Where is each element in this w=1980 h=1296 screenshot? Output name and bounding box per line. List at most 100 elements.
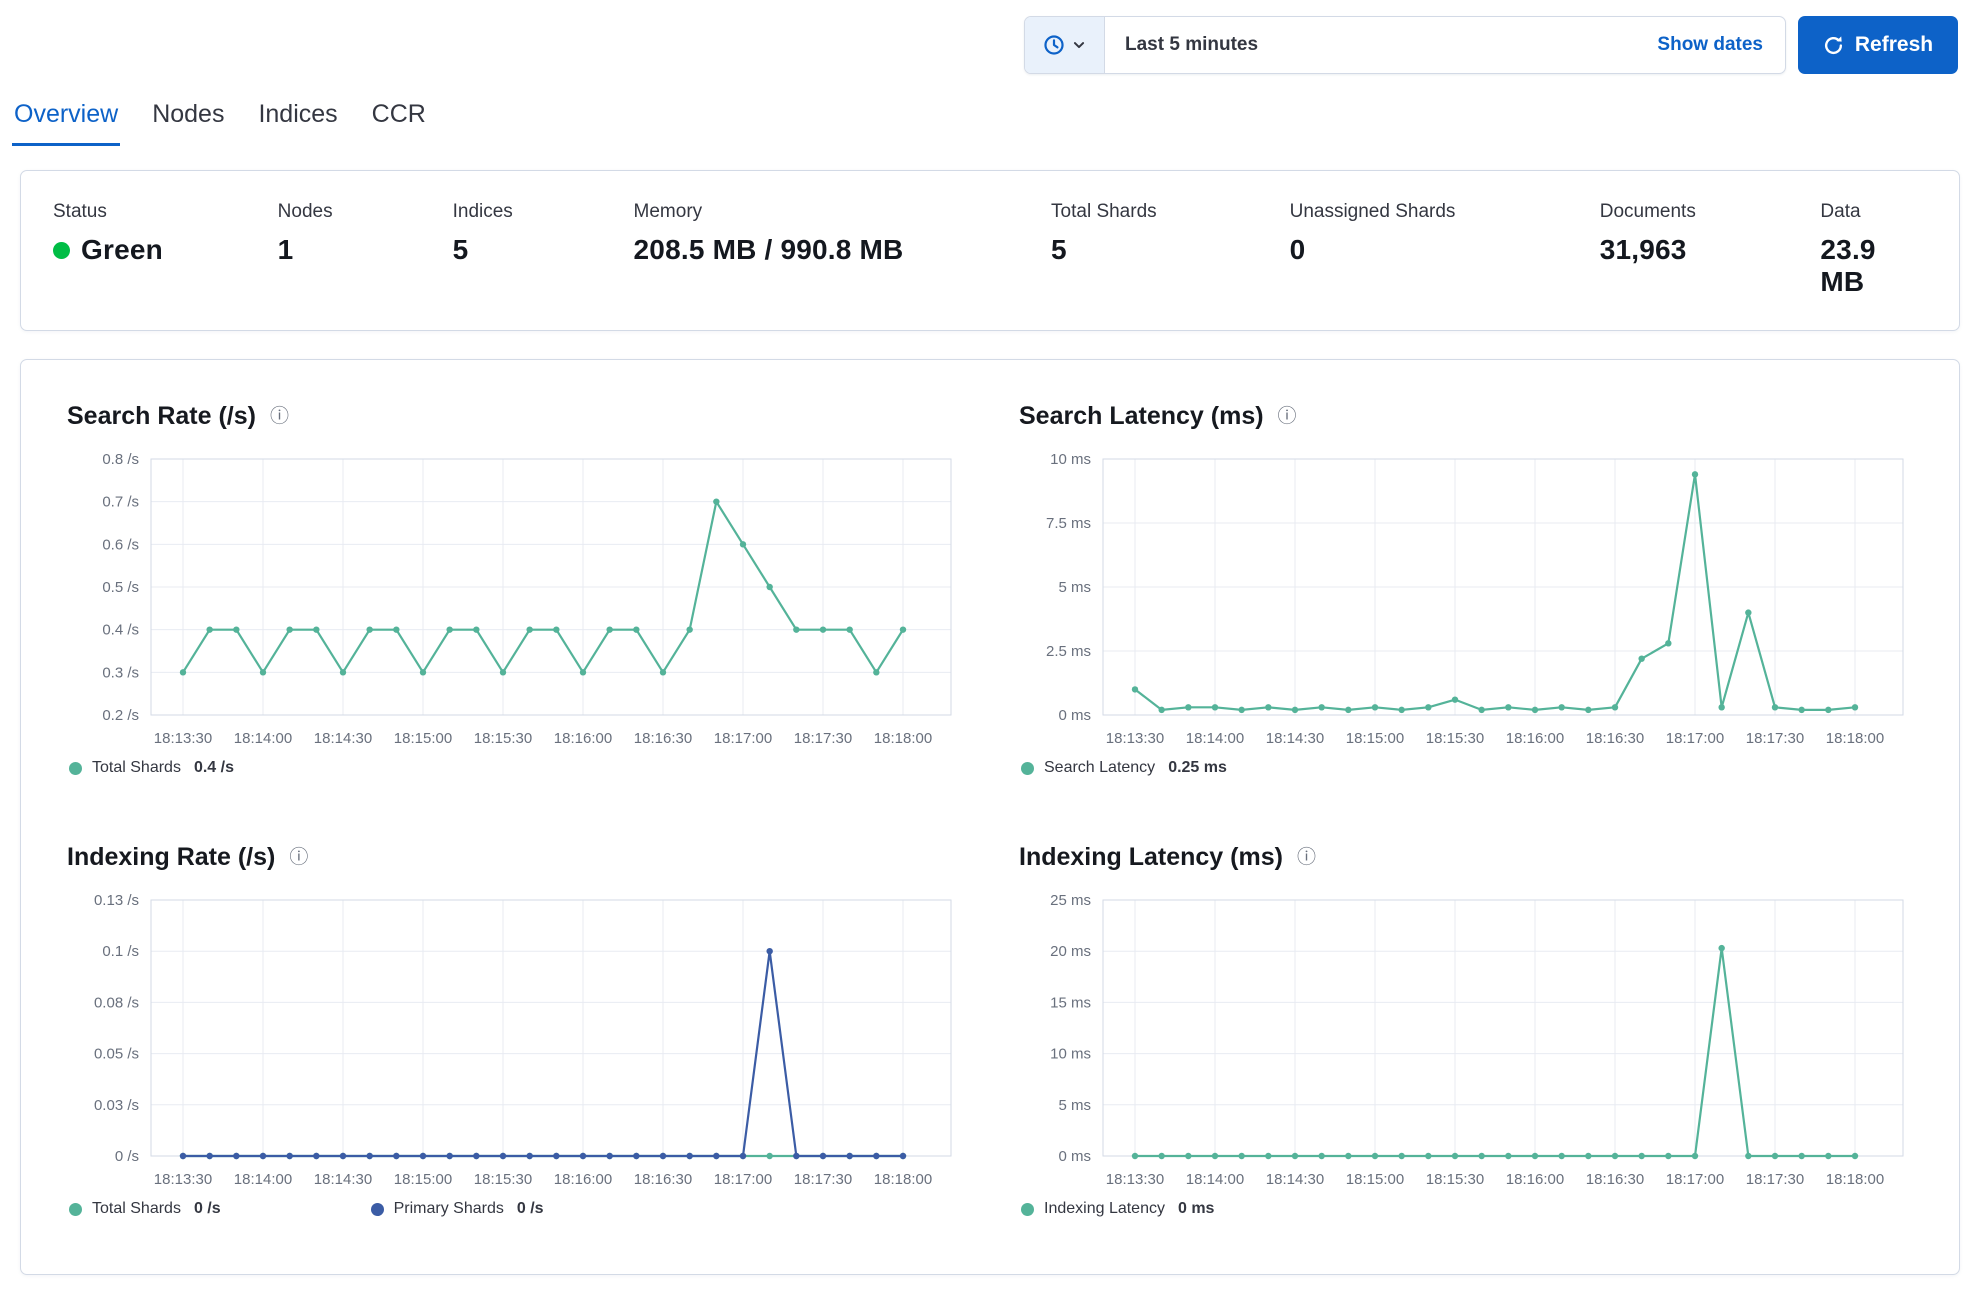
chart-title-text: Indexing Rate (/s) <box>67 843 276 871</box>
stat-label: Nodes <box>277 201 333 222</box>
chart-plot-area[interactable]: 25 ms 20 ms 15 ms 10 ms 5 ms 0 ms 18:13:30 18:1… <box>1019 890 1909 1190</box>
chevron-down-icon <box>1072 38 1086 52</box>
legend-label: Search Latency <box>1044 759 1156 776</box>
svg-text:18:15:00: 18:15:00 <box>394 1171 452 1188</box>
svg-text:18:16:30: 18:16:30 <box>634 730 692 747</box>
stat-value: 208.5 MB / 990.8 MB <box>633 234 904 265</box>
legend-color-dot <box>370 1202 384 1216</box>
show-dates-link[interactable]: Show dates <box>1657 34 1763 55</box>
svg-text:18:18:00: 18:18:00 <box>1826 730 1884 747</box>
chart-title-text: Indexing Latency (ms) <box>1019 843 1283 871</box>
chart-plot-area[interactable]: 0.13 /s 0.1 /s 0.08 /s 0.05 /s 0.03 /s 0 /s 18… <box>67 890 957 1190</box>
monitoring-tabs: Overview Nodes Indices CCR <box>12 98 1980 146</box>
indexing-latency-canvas[interactable]: 25 ms 20 ms 15 ms 10 ms 5 ms 0 ms 18:13:30 18:1… <box>1019 890 1909 1190</box>
svg-text:18:14:30: 18:14:30 <box>1266 1171 1324 1188</box>
legend-color-dot <box>69 1202 82 1216</box>
stat-status: Status Green <box>53 201 278 298</box>
svg-text:18:16:00: 18:16:00 <box>1506 1171 1564 1188</box>
svg-text:5 ms: 5 ms <box>1058 1097 1091 1114</box>
chart-title: Search Latency (ms) ⓘ <box>1019 402 1909 431</box>
stat-value: 5 <box>452 234 469 265</box>
legend-value: 0 /s <box>516 1200 544 1217</box>
legend-value: 0 ms <box>1177 1200 1215 1217</box>
svg-text:18:17:00: 18:17:00 <box>1666 730 1724 747</box>
tab-overview[interactable]: Overview <box>12 98 121 146</box>
chart-title: Search Rate (/s) ⓘ <box>67 402 957 431</box>
svg-text:0 ms: 0 ms <box>1058 1148 1091 1165</box>
svg-text:0.7 /s: 0.7 /s <box>102 494 139 511</box>
svg-text:18:14:30: 18:14:30 <box>314 1171 372 1188</box>
svg-text:18:18:00: 18:18:00 <box>874 1171 932 1188</box>
chart-plot-area[interactable]: 10 ms 7.5 ms 5 ms 2.5 ms 0 ms 18:13:30 18:14:0… <box>1019 449 1909 749</box>
svg-text:0.03 /s: 0.03 /s <box>94 1097 139 1114</box>
svg-text:18:16:30: 18:16:30 <box>1586 1171 1644 1188</box>
svg-text:0.8 /s: 0.8 /s <box>102 451 139 468</box>
legend-item[interactable]: Total Shards 0 /s <box>69 1200 221 1218</box>
svg-text:18:13:30: 18:13:30 <box>1106 730 1164 747</box>
info-icon[interactable]: ⓘ <box>269 406 289 427</box>
legend-color-dot <box>1021 1202 1034 1216</box>
stat-nodes: Nodes 1 <box>278 201 453 298</box>
tab-nodes[interactable]: Nodes <box>152 100 225 128</box>
search-latency-chart: Search Latency (ms) ⓘ 10 ms 7.5 ms 5 ms 2.5… <box>1019 402 1909 777</box>
refresh-button[interactable]: Refresh <box>1798 16 1958 74</box>
tab-indices[interactable]: Indices <box>258 100 338 128</box>
search-rate-canvas[interactable]: 0.8 /s 0.7 /s 0.6 /s 0.5 /s 0.4 /s 0.3 /s 0.2 … <box>67 449 957 749</box>
svg-text:18:14:00: 18:14:00 <box>234 730 292 747</box>
stat-label: Unassigned Shards <box>1289 201 1456 222</box>
legend-item[interactable]: Primary Shards 0 /s <box>370 1200 544 1218</box>
svg-text:18:14:00: 18:14:00 <box>1186 1171 1244 1188</box>
stat-label: Total Shards <box>1051 201 1157 222</box>
legend-label: Total Shards <box>92 759 181 776</box>
svg-text:0.5 /s: 0.5 /s <box>102 579 139 596</box>
info-icon[interactable]: ⓘ <box>1277 406 1297 427</box>
svg-text:18:14:00: 18:14:00 <box>234 1171 292 1188</box>
svg-text:0.6 /s: 0.6 /s <box>102 536 139 553</box>
top-bar: Last 5 minutes Show dates Refresh <box>0 0 1980 74</box>
time-range-display[interactable]: Last 5 minutes <box>1125 34 1259 55</box>
svg-text:18:15:30: 18:15:30 <box>474 730 532 747</box>
status-dot <box>53 241 70 259</box>
svg-text:18:15:00: 18:15:00 <box>1346 1171 1404 1188</box>
svg-text:18:15:30: 18:15:30 <box>1426 1171 1484 1188</box>
svg-text:10 ms: 10 ms <box>1050 1046 1091 1063</box>
svg-text:18:17:30: 18:17:30 <box>794 730 852 747</box>
info-icon[interactable]: ⓘ <box>289 847 309 868</box>
legend-item[interactable]: Total Shards 0.4 /s <box>69 759 234 777</box>
indexing-rate-canvas[interactable]: 0.13 /s 0.1 /s 0.08 /s 0.05 /s 0.03 /s 0 /s 18… <box>67 890 957 1190</box>
legend-value: 0.25 ms <box>1168 759 1227 776</box>
legend-item[interactable]: Indexing Latency 0 ms <box>1021 1200 1214 1218</box>
info-icon[interactable]: ⓘ <box>1296 847 1316 868</box>
svg-text:18:15:30: 18:15:30 <box>1426 730 1484 747</box>
svg-text:18:18:00: 18:18:00 <box>1826 1171 1884 1188</box>
legend-item[interactable]: Search Latency 0.25 ms <box>1021 759 1227 777</box>
svg-text:18:15:00: 18:15:00 <box>394 730 452 747</box>
legend-value: 0 /s <box>193 1200 221 1217</box>
quick-select-button[interactable] <box>1025 17 1105 73</box>
status-text: Green <box>81 234 163 265</box>
svg-text:0.05 /s: 0.05 /s <box>94 1046 139 1063</box>
svg-text:18:18:00: 18:18:00 <box>874 730 932 747</box>
stat-value: 31,963 <box>1599 234 1687 265</box>
legend-label: Total Shards <box>92 1200 181 1217</box>
svg-text:18:17:00: 18:17:00 <box>714 730 772 747</box>
legend-label: Indexing Latency <box>1044 1200 1165 1217</box>
svg-text:18:13:30: 18:13:30 <box>1106 1171 1164 1188</box>
stat-label: Indices <box>452 201 513 222</box>
search-latency-canvas[interactable]: 10 ms 7.5 ms 5 ms 2.5 ms 0 ms 18:13:30 18:14:0… <box>1019 449 1909 749</box>
svg-text:0 /s: 0 /s <box>115 1148 139 1165</box>
refresh-button-label: Refresh <box>1854 33 1934 56</box>
svg-text:18:17:00: 18:17:00 <box>1666 1171 1724 1188</box>
stat-label: Documents <box>1599 201 1696 222</box>
svg-text:18:16:00: 18:16:00 <box>554 730 612 747</box>
stat-value: 0 <box>1289 234 1306 265</box>
svg-text:18:14:30: 18:14:30 <box>1266 730 1324 747</box>
chart-legend: Indexing Latency 0 ms <box>1019 1200 1909 1218</box>
svg-text:0.2 /s: 0.2 /s <box>102 707 139 724</box>
svg-text:18:17:00: 18:17:00 <box>714 1171 772 1188</box>
chart-title-text: Search Rate (/s) <box>67 402 256 430</box>
chart-plot-area[interactable]: 0.8 /s 0.7 /s 0.6 /s 0.5 /s 0.4 /s 0.3 /s 0.2 … <box>67 449 957 749</box>
tab-ccr[interactable]: CCR <box>371 100 426 128</box>
svg-text:18:16:00: 18:16:00 <box>554 1171 612 1188</box>
refresh-icon <box>1823 35 1844 56</box>
